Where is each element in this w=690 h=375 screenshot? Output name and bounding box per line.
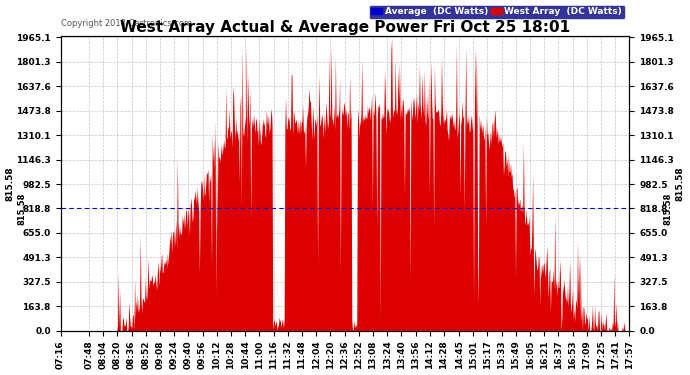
Text: 815.58: 815.58 bbox=[664, 192, 673, 225]
Y-axis label: 815.58: 815.58 bbox=[6, 166, 14, 201]
Text: Copyright 2013 Cartronics.com: Copyright 2013 Cartronics.com bbox=[61, 20, 193, 28]
Title: West Array Actual & Average Power Fri Oct 25 18:01: West Array Actual & Average Power Fri Oc… bbox=[120, 20, 570, 34]
Text: 815.58: 815.58 bbox=[17, 192, 26, 225]
Legend: Average  (DC Watts), West Array  (DC Watts): Average (DC Watts), West Array (DC Watts… bbox=[368, 5, 625, 19]
Y-axis label: 815.58: 815.58 bbox=[676, 166, 684, 201]
